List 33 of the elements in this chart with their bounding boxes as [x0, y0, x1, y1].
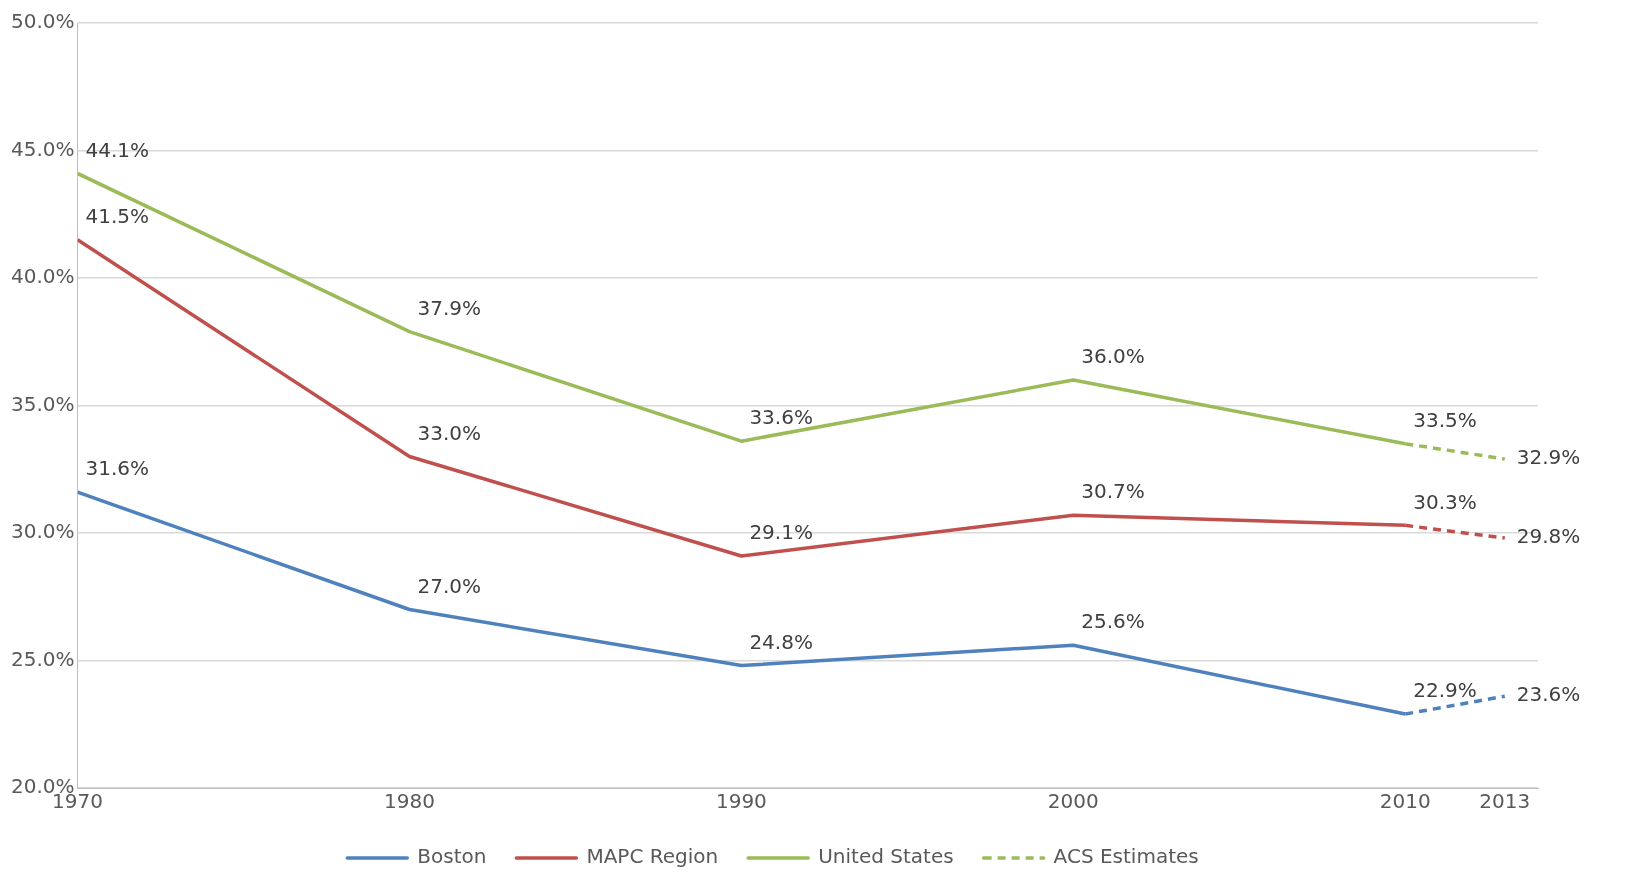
data-label: 24.8% [749, 629, 813, 654]
x-tick-label: 2000 [1047, 789, 1099, 814]
y-tick-label: 35.0% [10, 391, 75, 416]
data-label: 33.6% [749, 405, 813, 430]
data-label: 44.1% [85, 137, 150, 162]
data-label: 25.6% [1081, 609, 1145, 634]
data-label: 30.7% [1081, 479, 1145, 504]
data-label: 36.0% [1081, 344, 1145, 369]
x-tick-label: 2013 [1479, 789, 1531, 814]
data-label: 37.9% [417, 295, 482, 320]
data-label: 41.5% [85, 203, 150, 228]
legend-label: Boston [417, 844, 487, 869]
data-label: 27.0% [417, 573, 482, 598]
y-tick-label: 30.0% [10, 519, 75, 544]
data-label: 22.9% [1413, 678, 1477, 703]
data-label: 29.1% [749, 520, 813, 545]
x-tick-label: 1990 [715, 789, 767, 814]
data-label: 33.5% [1413, 407, 1477, 432]
legend-label: ACS Estimates [1053, 844, 1199, 869]
y-tick-label: 45.0% [10, 136, 75, 161]
y-tick-label: 50.0% [10, 9, 75, 34]
x-tick-label: 1980 [384, 789, 435, 814]
legend-label: United States [818, 844, 954, 869]
data-label: 29.8% [1516, 524, 1581, 549]
data-label: 30.3% [1413, 489, 1477, 514]
y-tick-label: 25.0% [10, 646, 75, 671]
data-label: 31.6% [85, 456, 150, 481]
y-tick-label: 40.0% [10, 264, 75, 289]
data-label: 32.9% [1516, 445, 1581, 470]
x-tick-label: 2010 [1379, 789, 1431, 814]
legend-label: MAPC Region [586, 844, 719, 869]
data-label: 23.6% [1516, 682, 1581, 707]
data-label: 33.0% [417, 420, 482, 445]
